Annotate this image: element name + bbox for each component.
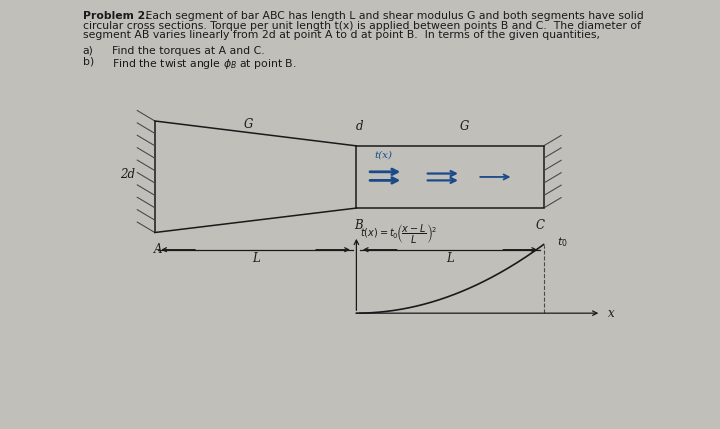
Text: Find the torques at A and C.: Find the torques at A and C. [112, 46, 264, 56]
Text: Each segment of bar ABC has length L and shear modulus G and both segments have : Each segment of bar ABC has length L and… [142, 11, 644, 21]
Text: L: L [252, 252, 259, 265]
Text: A: A [154, 243, 163, 256]
Text: circular cross sections. Torque per unit length t(x) is applied between points B: circular cross sections. Torque per unit… [83, 21, 641, 30]
Text: B: B [354, 219, 363, 232]
Text: d: d [356, 120, 364, 133]
Text: $t(x) = t_0\!\left(\dfrac{x-L}{L}\right)^{\!2}$: $t(x) = t_0\!\left(\dfrac{x-L}{L}\right)… [360, 223, 436, 246]
Text: G: G [459, 120, 469, 133]
Text: Find the twist angle $\phi_B$ at point B.: Find the twist angle $\phi_B$ at point B… [112, 57, 296, 71]
Text: x: x [608, 307, 615, 320]
Text: Problem 2.: Problem 2. [83, 11, 149, 21]
Text: a): a) [83, 46, 94, 56]
Text: t(x): t(x) [374, 151, 392, 160]
Text: $t_0$: $t_0$ [557, 236, 567, 249]
Text: L: L [446, 252, 454, 265]
Text: C: C [536, 219, 544, 232]
Text: G: G [243, 118, 253, 131]
Text: 2d: 2d [120, 168, 135, 181]
Text: segment AB varies linearly from 2d at point A to d at point B.  In terms of the : segment AB varies linearly from 2d at po… [83, 30, 600, 40]
Text: b): b) [83, 57, 94, 66]
